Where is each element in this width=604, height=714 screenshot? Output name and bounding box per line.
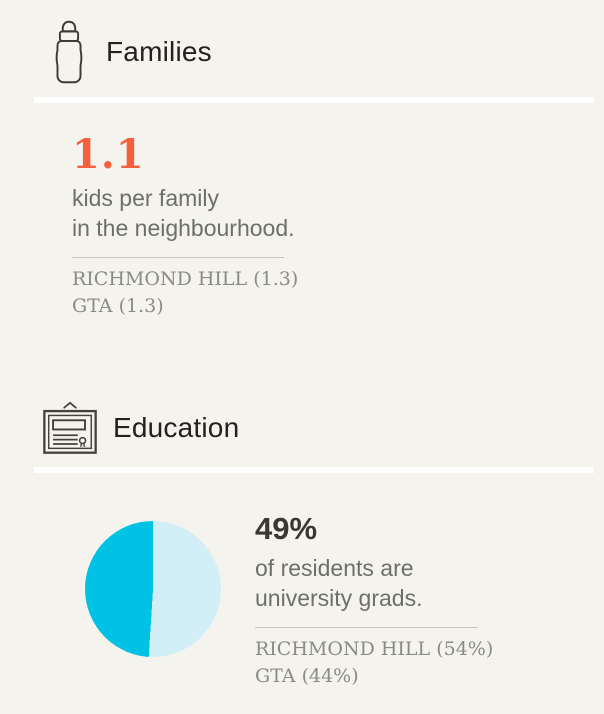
families-header: Families (45, 16, 604, 88)
families-section-divider (34, 97, 594, 103)
education-stat-desc-line2: university grads. (255, 585, 423, 611)
education-comparison-gta: GTA (44%) (255, 665, 359, 687)
education-stat-value: 49% (255, 511, 318, 546)
education-section: Education 49% of residents are universit… (0, 398, 604, 690)
families-stat-desc-line1: kids per family (72, 185, 219, 211)
education-section-divider (34, 467, 594, 473)
families-stat-block: 1.1 kids per family in the neighbourhood… (72, 133, 604, 320)
families-section: Families 1.1 kids per family in the neig… (0, 16, 604, 320)
neighbourhood-stats-panel: Families 1.1 kids per family in the neig… (0, 16, 604, 714)
families-section-title: Families (106, 36, 212, 67)
university-grads-pie-chart (85, 521, 221, 657)
education-stat-block: 49% of residents are university grads. R… (85, 511, 604, 690)
families-comparison-richmond-hill: RICHMOND HILL (1.3) (72, 268, 299, 290)
diploma-icon (40, 400, 100, 457)
families-stat-desc-line2: in the neighbourhood. (72, 215, 295, 241)
education-stat-text: 49% of residents are university grads. R… (255, 511, 493, 690)
education-section-title: Education (113, 412, 240, 443)
families-comparison-divider (72, 257, 284, 258)
baby-bottle-icon (45, 18, 93, 86)
education-comparison-richmond-hill: RICHMOND HILL (54%) (255, 638, 494, 660)
education-stat-desc-line1: of residents are (255, 555, 414, 581)
families-comparison-gta: GTA (1.3) (72, 295, 164, 317)
education-comparison-divider (255, 627, 478, 628)
education-header: Education (40, 398, 604, 458)
families-stat-value: 1.1 (72, 131, 145, 178)
